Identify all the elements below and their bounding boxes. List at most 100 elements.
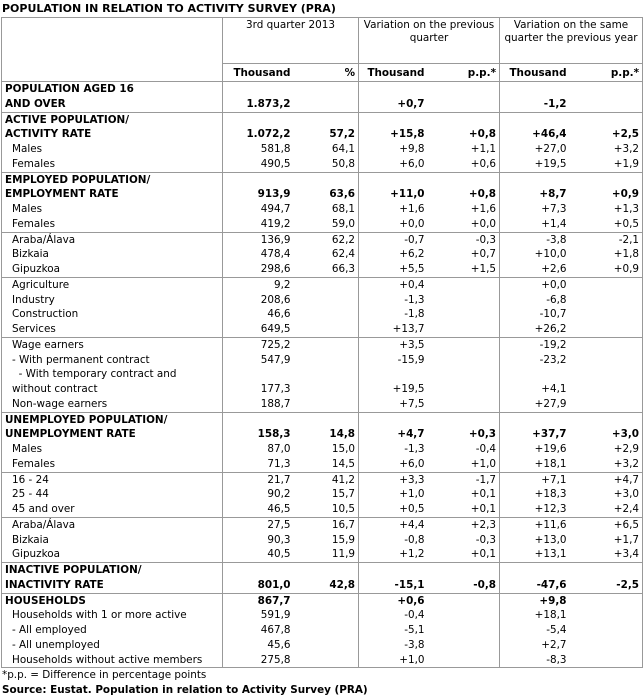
row-label: Services [12, 323, 56, 335]
cell: +46,4 [499, 111, 570, 142]
empty-cell [293, 336, 359, 353]
cell: -3,8 [358, 637, 428, 653]
header-row: Thousand % Thousand p.p.* Thousand p.p.* [2, 63, 643, 82]
cell: 66,3 [331, 263, 355, 275]
cell: +0,3 [427, 411, 500, 442]
row: Households without active members 275,8 +1… [2, 652, 643, 668]
header-group: 3rd quarter 2013 [222, 17, 359, 64]
section: UNEMPLOYED POPULATION/ UNEMPLOYMENT RATE… [1, 411, 643, 472]
cell: 50,8 [331, 157, 355, 170]
empty-cell [570, 293, 643, 308]
row: Araba/Álava 27,5 16,7 +4,4 +2,3 +11,6 +6,5 [1, 516, 643, 533]
cell: -1,8 [358, 307, 428, 322]
cell: 59,0 [331, 217, 355, 230]
cell: -2,5 [569, 562, 643, 593]
cell: -0,3 [475, 533, 497, 546]
section: POPULATION AGED 16 AND OVER 1.873,2 +0,7 -1… [1, 81, 643, 112]
row: - All unemployed 45,6 -3,8 +2,7 [2, 637, 643, 653]
header-unit: Thousand [358, 63, 428, 82]
empty-cell [570, 653, 643, 668]
cell: +3,3 [358, 471, 428, 488]
cell: -23,2 [499, 352, 570, 368]
empty-cell [569, 336, 643, 353]
empty-cell [570, 353, 643, 368]
cell: -1,3 [358, 292, 428, 308]
cell: +4,1 [499, 367, 570, 397]
cell: 1.072,2 [222, 111, 294, 142]
row: Non-wage earners 188,7 +7,5 +27,9 [2, 396, 643, 412]
empty-cell [294, 367, 359, 397]
cell: +6,0 [358, 156, 428, 172]
section: INACTIVE POPULATION/ INACTIVITY RATE 801,… [1, 562, 643, 593]
row: Females 71,3 14,5 +6,0 +1,0 +18,1 +3,2 [2, 456, 643, 472]
cell: 46,6 [222, 307, 294, 322]
empty-cell [570, 367, 643, 397]
row-label: HOUSEHOLDS [1, 592, 223, 609]
cell: +2,4 [613, 503, 640, 515]
row: - With permanent contract 547,9 -15,9 -23,2 [2, 352, 643, 368]
row: Bizkaia 478,4 62,4 +6,2 +0,7 +10,0 +1,8 [2, 247, 643, 262]
cell: +19,6 [499, 442, 570, 457]
empty-cell [293, 81, 359, 112]
row: ACTIVE POPULATION/ ACTIVITY RATE 1.072,2 5… [1, 111, 643, 142]
empty-cell [428, 623, 500, 638]
row-label: ACTIVE POPULATION/ ACTIVITY RATE [1, 111, 223, 142]
row: Females 419,2 59,0 +0,0 +0,0 +1,4 +0,5 [2, 216, 643, 232]
cell: +0,5 [613, 217, 640, 230]
cell: +0,9 [613, 263, 640, 275]
cell: 298,6 [222, 262, 294, 278]
cell: 14,5 [331, 457, 355, 470]
cell: +13,1 [499, 547, 570, 563]
cell: 62,4 [331, 248, 355, 261]
row: Services 649,5 +13,7 +26,2 [2, 322, 643, 338]
cell: +0,8 [427, 171, 500, 202]
row-label: Bizkaia [12, 533, 49, 546]
cell: 15,9 [331, 533, 355, 546]
header-blank [2, 18, 223, 64]
row: 45 and over 46,5 10,5 +0,5 +0,1 +12,3 +2,4 [2, 502, 643, 518]
cell: +2,3 [427, 516, 500, 533]
cell: 591,9 [222, 608, 294, 623]
row: UNEMPLOYED POPULATION/ UNEMPLOYMENT RATE… [1, 411, 643, 442]
empty-cell [428, 638, 500, 653]
cell: 42,8 [293, 562, 359, 593]
section: ACTIVE POPULATION/ ACTIVITY RATE 1.072,2 5… [1, 111, 643, 172]
cell: 62,2 [293, 231, 359, 248]
cell: +1,0 [358, 487, 428, 502]
cell: +19,5 [358, 367, 428, 397]
row: Gipuzkoa 298,6 66,3 +5,5 +1,5 +2,6 +0,9 [2, 262, 643, 278]
cell: 71,3 [222, 456, 294, 472]
section: Agriculture 9,2 +0,4 +0,0 Industry 208,6 -1,3-… [1, 276, 643, 338]
empty-cell [428, 353, 500, 368]
row-label: Construction [12, 308, 79, 321]
cell: +4,7 [569, 471, 643, 488]
header-unit: Thousand [499, 63, 570, 82]
row: Industry 208,6 -1,3 -6,8 [2, 292, 643, 308]
cell: +8,7 [499, 171, 570, 202]
cell: -0,3 [427, 231, 500, 248]
cell: 188,7 [222, 396, 294, 412]
cell: -8,3 [499, 652, 570, 668]
cell: +1,5 [470, 263, 497, 275]
cell: 90,2 [222, 487, 294, 502]
cell: +6,2 [358, 247, 428, 262]
empty-cell [427, 276, 500, 293]
footnote: *p.p. = Difference in percentage points [2, 669, 207, 682]
cell: +5,5 [358, 262, 428, 278]
cell: 45,6 [222, 637, 294, 653]
cell: +1,0 [470, 457, 497, 470]
row-label: Gipuzkoa [12, 263, 60, 275]
row-label: Araba/Álava [1, 231, 223, 248]
cell: -0,7 [358, 231, 428, 248]
row-label: Bizkaia [12, 248, 49, 261]
row-label: 16 - 24 [1, 471, 223, 488]
cell: +4,7 [358, 411, 428, 442]
cell: +37,7 [499, 411, 570, 442]
cell: +1,4 [499, 216, 570, 232]
cell: +2,9 [613, 443, 640, 455]
cell: +0,5 [358, 502, 428, 518]
cell: +2,7 [499, 637, 570, 653]
empty-cell [294, 638, 359, 653]
cell: 581,8 [222, 142, 294, 157]
row-label: Females [12, 157, 55, 170]
